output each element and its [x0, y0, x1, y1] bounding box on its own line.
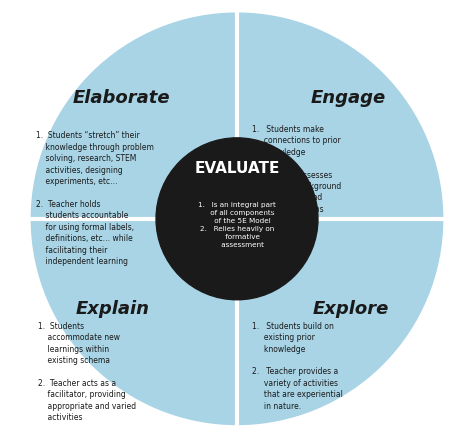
Text: 1.   Students make
     connections to prior
     knowledge

2.   Teacher assess: 1. Students make connections to prior kn… — [252, 125, 342, 214]
Text: 1.  Students
    accommodate new
    learnings within
    existing schema

2.  T: 1. Students accommodate new learnings wi… — [38, 322, 136, 422]
Text: 1.  Students “stretch” their
    knowledge through problem
    solving, research: 1. Students “stretch” their knowledge th… — [36, 131, 154, 266]
Text: Engage: Engage — [311, 89, 386, 107]
Circle shape — [31, 13, 443, 425]
Circle shape — [156, 138, 318, 300]
Text: Elaborate: Elaborate — [72, 89, 170, 107]
Text: 1.   Is an integral part
     of all components
     of the 5E Model
2.   Relies: 1. Is an integral part of all components… — [198, 202, 276, 249]
Text: EVALUATE: EVALUATE — [194, 161, 280, 176]
Text: Explain: Explain — [75, 299, 149, 317]
Text: Explore: Explore — [312, 299, 389, 317]
Text: 1.   Students build on
     existing prior
     knowledge

2.   Teacher provides: 1. Students build on existing prior know… — [252, 322, 343, 411]
